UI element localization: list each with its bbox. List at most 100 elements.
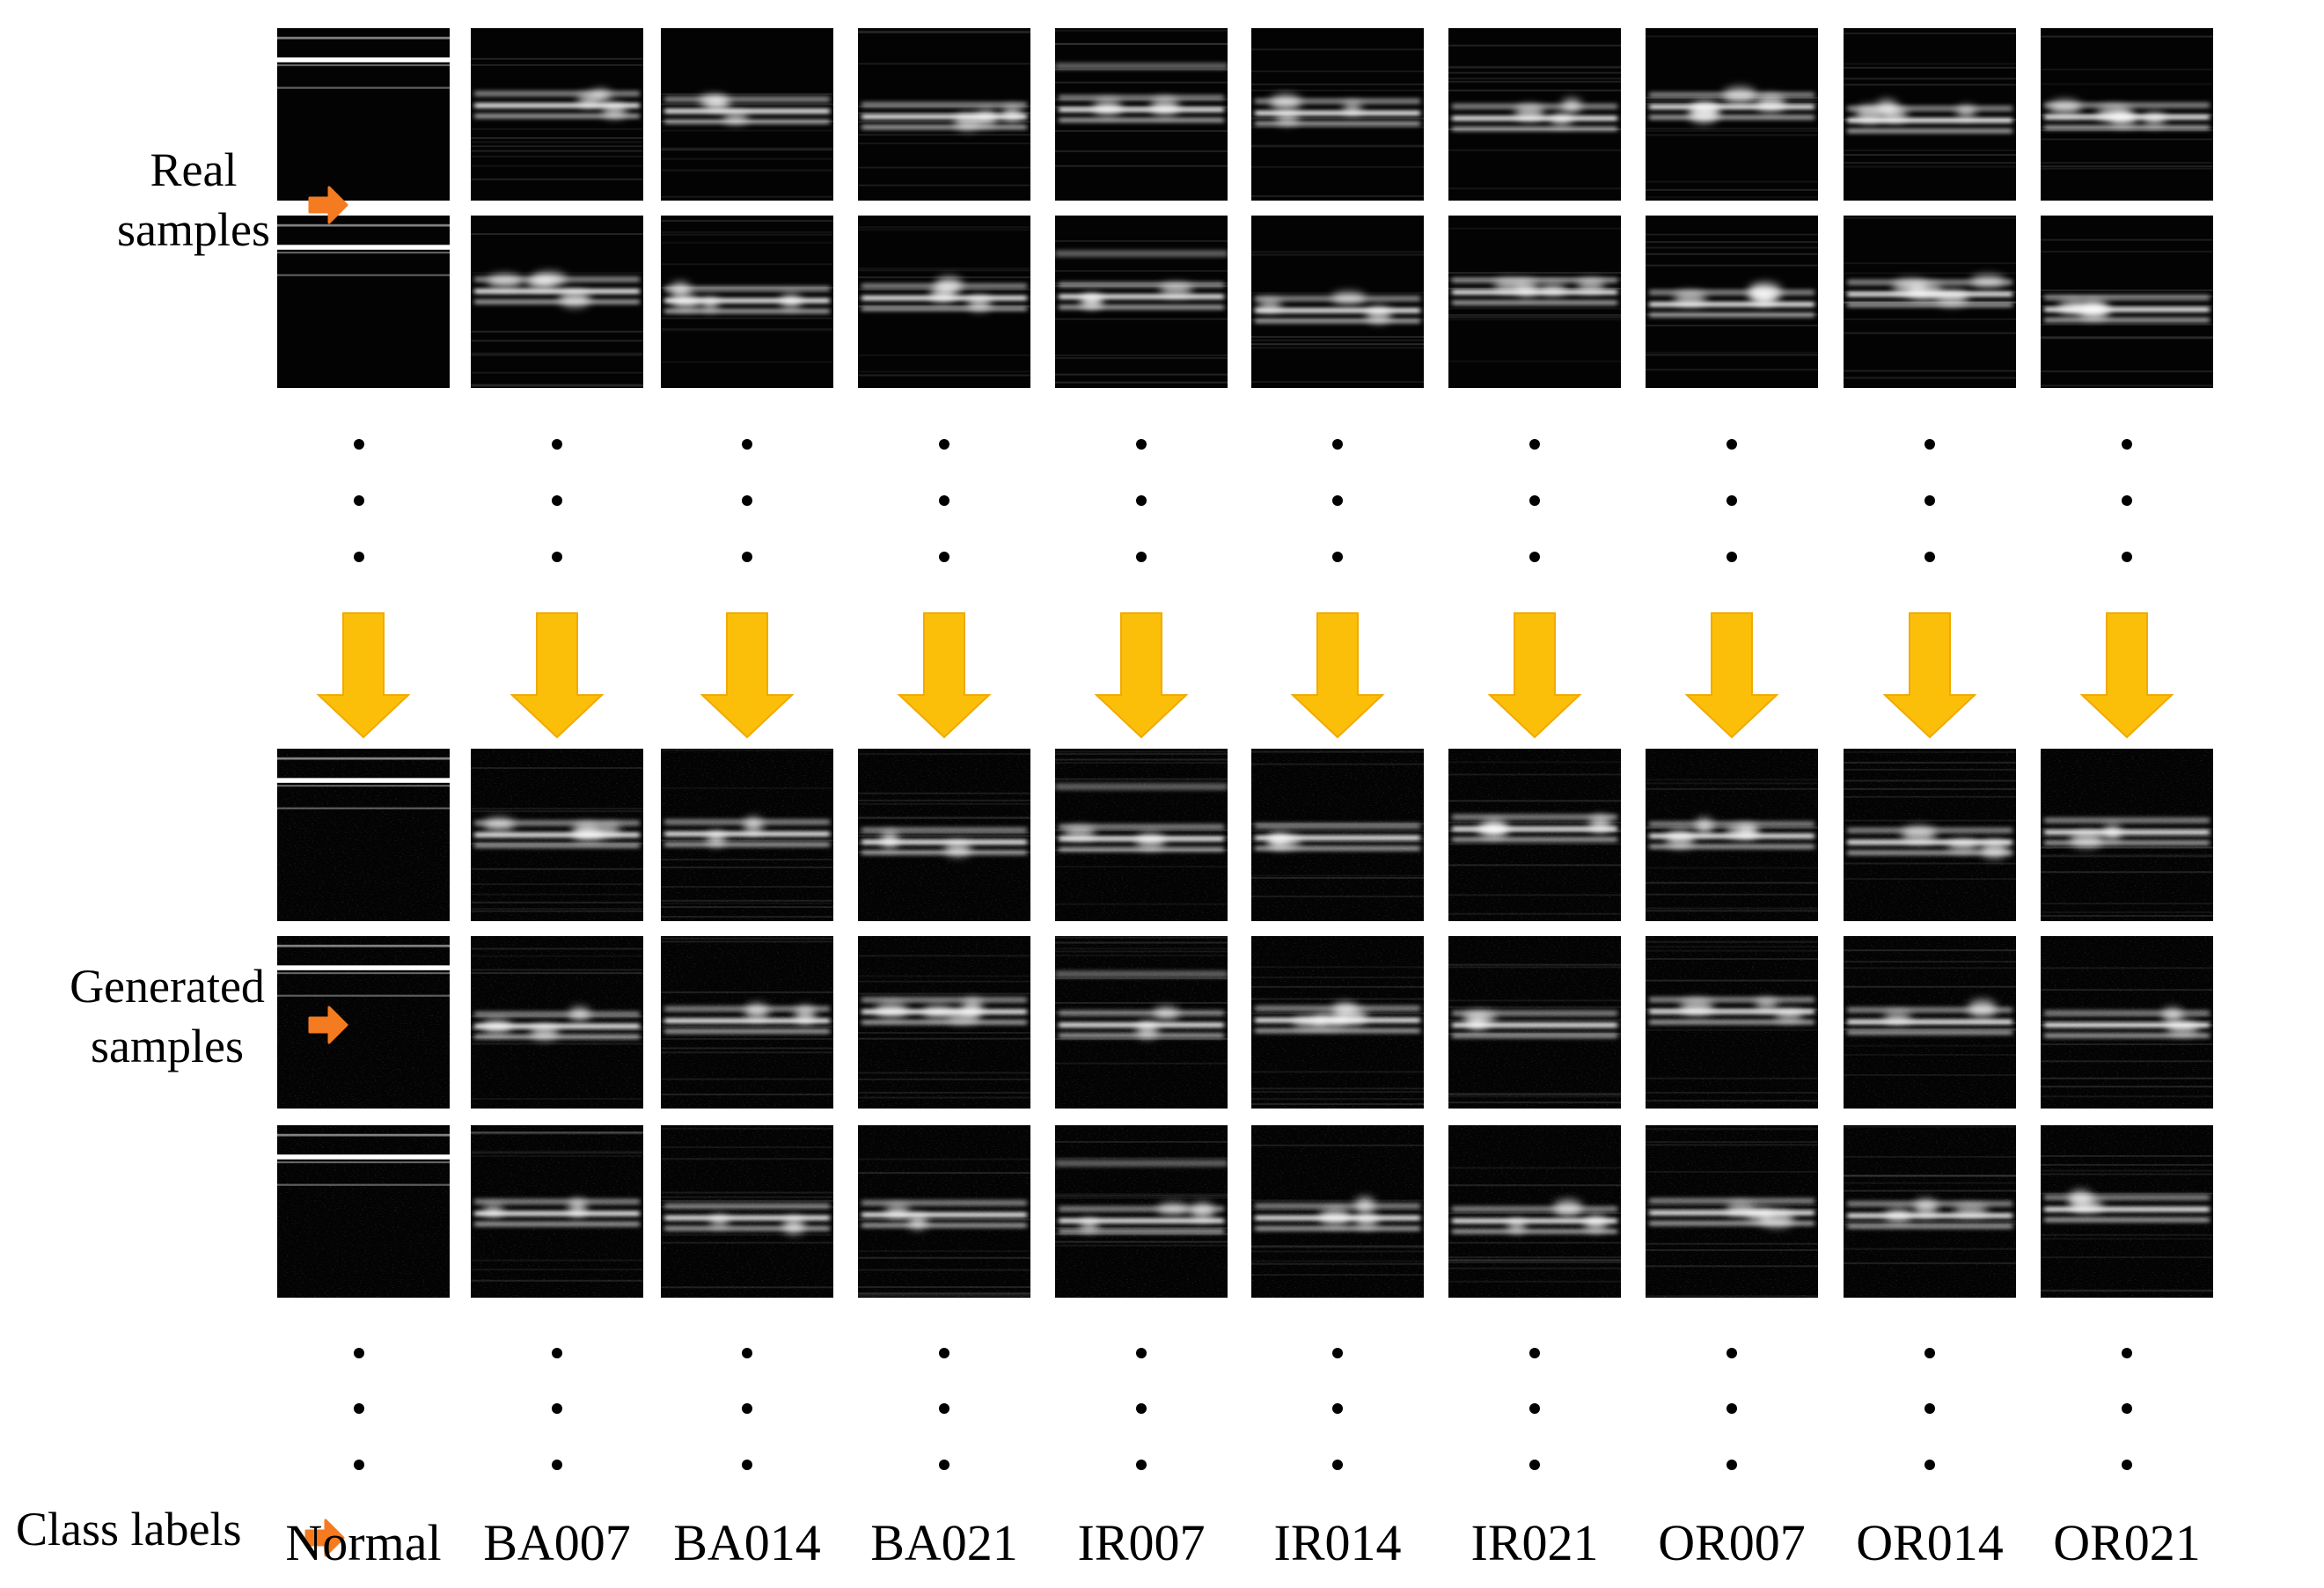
ellipsis-dot <box>354 439 364 450</box>
texture-line <box>2041 370 2213 373</box>
ellipsis-dot <box>1924 552 1935 562</box>
signal-spot <box>967 296 992 311</box>
signal-band <box>1255 318 1420 324</box>
texture-line <box>1844 77 2016 80</box>
signal-spot <box>2049 99 2082 114</box>
ellipsis-dot <box>1332 552 1343 562</box>
texture-line <box>471 141 643 143</box>
texture-line <box>1448 227 1621 230</box>
generation-noise <box>661 936 833 1109</box>
ellipsis-dot <box>742 1460 752 1470</box>
sample-image <box>661 28 833 201</box>
sample-image <box>2041 936 2213 1109</box>
real-samples-grid <box>277 28 2213 388</box>
sample-image <box>1646 936 1818 1109</box>
signal-band <box>1055 62 1228 70</box>
texture-line <box>2041 83 2213 85</box>
sample-image <box>1646 216 1818 388</box>
sample-image <box>661 1125 833 1298</box>
generation-arrows <box>316 612 2174 739</box>
texture-line <box>471 384 643 387</box>
generation-noise <box>1251 1125 1424 1298</box>
sample-background <box>1055 28 1228 201</box>
generated-samples-label-line2: samples <box>91 1019 244 1072</box>
signal-band <box>664 96 830 103</box>
generation-noise <box>1844 936 2016 1109</box>
texture-line <box>1646 241 1818 244</box>
texture-line <box>858 374 1030 377</box>
signal-band <box>1059 94 1224 101</box>
yellow-down-arrow-icon <box>316 612 411 739</box>
signal-line <box>277 252 450 254</box>
sample-background <box>277 216 450 388</box>
signal-spot <box>1892 279 1928 295</box>
signal-line <box>277 223 450 227</box>
texture-line <box>1646 369 1818 371</box>
signal-band <box>1847 105 2012 112</box>
texture-line <box>1055 43 1228 46</box>
texture-line <box>471 63 643 66</box>
texture-line <box>1251 89 1424 91</box>
signal-line <box>277 245 450 250</box>
signal-band <box>1059 304 1224 311</box>
signal-band <box>2044 294 2210 301</box>
texture-line <box>1055 150 1228 152</box>
ellipsis-dot <box>1727 552 1737 562</box>
sample-image <box>858 749 1030 921</box>
sample-image <box>1844 1125 2016 1298</box>
signal-spot <box>1756 94 1785 113</box>
yellow-down-arrow-icon <box>510 612 605 739</box>
texture-line <box>471 150 643 152</box>
ellipsis-dot <box>552 1460 562 1470</box>
texture-line <box>858 267 1030 269</box>
signal-spot <box>780 294 803 309</box>
signal-spot <box>1001 106 1023 121</box>
generation-noise <box>1055 1125 1228 1298</box>
texture-line <box>1251 126 1424 128</box>
signal-spot <box>525 277 556 289</box>
signal-spot <box>1576 279 1605 292</box>
ellipsis-dot <box>1924 1460 1935 1470</box>
ellipsis-dot <box>1332 1460 1343 1470</box>
texture-line <box>661 195 833 198</box>
texture-line <box>2041 305 2213 308</box>
generation-noise <box>1251 749 1424 921</box>
texture-line <box>1844 66 2016 69</box>
generation-noise <box>471 1125 643 1298</box>
texture-line <box>1646 180 1818 183</box>
signal-band <box>1847 302 2012 308</box>
texture-line <box>1251 1297 1424 1298</box>
generation-noise <box>1448 936 1621 1109</box>
texture-line <box>1055 381 1228 384</box>
texture-line <box>471 340 643 342</box>
signal-spot <box>1514 105 1545 121</box>
texture-line <box>858 121 1030 123</box>
ellipsis-dot <box>742 1403 752 1414</box>
texture-line <box>661 149 833 151</box>
texture-line <box>1844 332 2016 334</box>
ellipsis-dot <box>2122 552 2132 562</box>
texture-line <box>2041 337 2213 340</box>
ellipsis-dot <box>1924 495 1935 506</box>
ellipsis-dot <box>1136 439 1147 450</box>
texture-line <box>858 229 1030 231</box>
texture-line <box>2041 138 2213 141</box>
class-label: BA007 <box>483 1514 631 1571</box>
sample-image <box>661 749 833 921</box>
texture-line <box>1646 188 1818 191</box>
ellipsis-dot <box>2122 495 2132 506</box>
ellipsis-dot <box>1727 439 1737 450</box>
texture-line <box>471 330 643 333</box>
ellipsis-dot <box>742 495 752 506</box>
texture-line <box>1251 48 1424 51</box>
sample-image <box>1251 28 1424 201</box>
ellipsis-dot <box>1332 495 1343 506</box>
ellipsis-dot <box>552 552 562 562</box>
ellipsis-dot <box>2122 1348 2132 1358</box>
sample-image <box>1646 1125 1818 1298</box>
sample-image <box>2041 28 2213 201</box>
texture-line <box>1448 272 1621 274</box>
texture-line <box>2041 165 2213 168</box>
texture-line <box>661 157 833 160</box>
signal-spot <box>670 282 692 298</box>
